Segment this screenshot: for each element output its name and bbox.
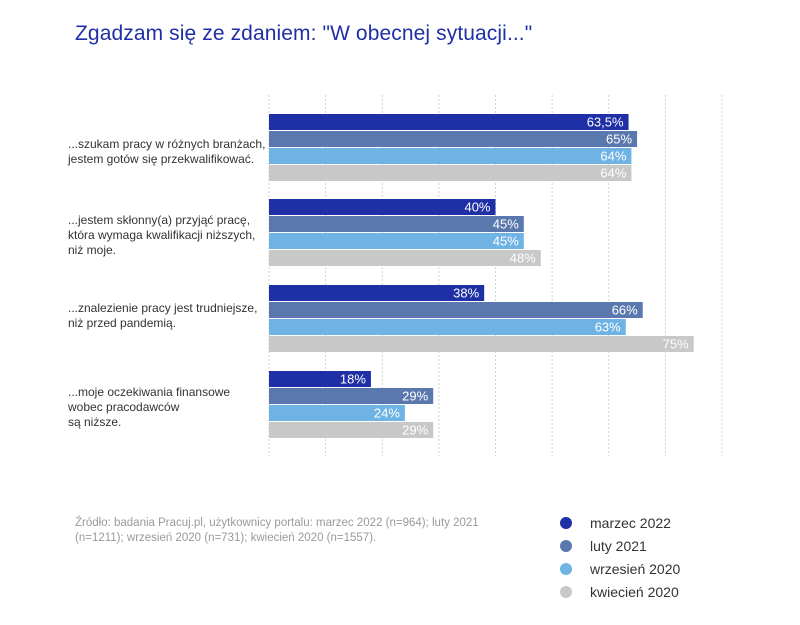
bar-value-label: 75%: [663, 337, 689, 352]
bar: [269, 216, 524, 232]
bar-value-label: 48%: [510, 251, 536, 266]
category-label-line: niż przed pandemią.: [68, 316, 177, 330]
legend-item: kwiecień 2020: [560, 580, 680, 603]
bar-value-label: 63%: [595, 320, 621, 335]
category-label-line: ...moje oczekiwania finansowe: [68, 385, 231, 399]
legend-marker: [560, 539, 572, 552]
legend-marker: [560, 585, 572, 598]
bar: [269, 388, 434, 404]
legend-marker: [560, 516, 572, 529]
bar: [269, 165, 632, 181]
bar: [269, 131, 638, 147]
bar: [269, 319, 626, 335]
bar: [269, 114, 629, 130]
category-label: ...jestem skłonny(a) przyjąć pracę, która…: [68, 213, 268, 258]
bar-value-label: 45%: [493, 217, 519, 232]
category-label-line: jestem gotów się przekwalifikować.: [68, 152, 255, 166]
bar: [269, 422, 434, 438]
bar: [269, 285, 485, 301]
legend-item: luty 2021: [560, 534, 680, 557]
bar-value-label: 45%: [493, 234, 519, 249]
bar: [269, 233, 524, 249]
category-label-line: ...szukam pracy w różnych branżach,: [68, 137, 266, 151]
category-label: ...znalezienie pracy jest trudniejsze, ni…: [68, 301, 268, 331]
legend-label: luty 2021: [590, 537, 647, 554]
category-label-line: wobec pracodawców: [68, 400, 180, 414]
bar: [269, 199, 496, 215]
bar-value-label: 24%: [374, 406, 400, 421]
category-label-line: niż moje.: [68, 243, 117, 257]
legend: marzec 2022 luty 2021 wrzesień 2020 kwie…: [560, 511, 680, 603]
bar: [269, 405, 405, 421]
source-note: Źródło: badania Pracuj.pl, użytkownicy p…: [75, 517, 479, 544]
legend-label: marzec 2022: [590, 514, 671, 531]
bar-value-label: 29%: [402, 389, 428, 404]
bar: [269, 336, 694, 352]
bar-value-label: 63,5%: [587, 115, 624, 130]
bar-value-label: 65%: [606, 132, 632, 147]
bar-value-label: 38%: [453, 286, 479, 301]
legend-marker: [560, 562, 572, 575]
bar-value-label: 18%: [340, 372, 366, 387]
legend-item: marzec 2022: [560, 511, 680, 534]
bar-value-label: 29%: [402, 423, 428, 438]
legend-item: wrzesień 2020: [560, 557, 680, 580]
bar-value-label: 40%: [464, 200, 490, 215]
chart-title: Zgadzam się ze zdaniem: "W obecnej sytua…: [75, 22, 533, 45]
legend-label: kwiecień 2020: [590, 583, 679, 600]
bar: [269, 302, 643, 318]
bar: [269, 371, 371, 387]
bar-value-label: 64%: [600, 149, 626, 164]
legend-label: wrzesień 2020: [590, 560, 681, 577]
bar: [269, 250, 541, 266]
category-label-line: ...jestem skłonny(a) przyjąć pracę,: [68, 213, 251, 227]
category-label-line: która wymaga kwalifikacji niższych,: [68, 228, 256, 242]
bars: 63,5% 40% 38% 18% 65% 45% 66% 29% 64% 45% 63% 24% 64…: [269, 114, 694, 438]
category-label: ...szukam pracy w różnych branżach, jeste…: [68, 137, 268, 167]
category-label-line: są niższe.: [68, 415, 122, 429]
category-label-line: ...znalezienie pracy jest trudniejsze,: [68, 301, 258, 315]
bar-value-label: 66%: [612, 303, 638, 318]
category-label: ...moje oczekiwania finansowe wobec praco…: [68, 385, 268, 430]
bar: [269, 148, 632, 164]
bar-value-label: 64%: [600, 166, 626, 181]
